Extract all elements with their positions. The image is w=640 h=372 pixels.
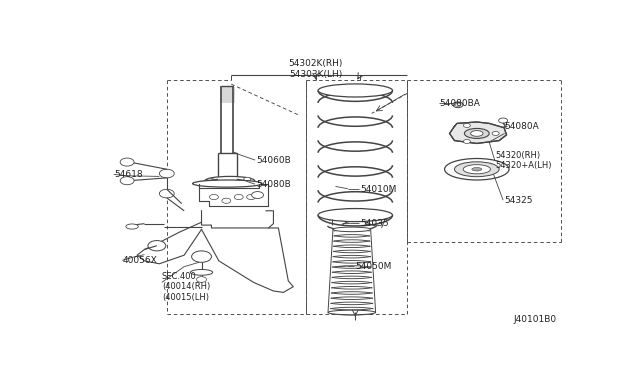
Text: 54320(RH)
54320+A(LH): 54320(RH) 54320+A(LH): [495, 151, 552, 170]
Ellipse shape: [318, 84, 392, 97]
Text: 54035: 54035: [360, 219, 389, 228]
Circle shape: [209, 195, 218, 200]
Circle shape: [120, 158, 134, 166]
Circle shape: [191, 251, 211, 262]
Circle shape: [252, 192, 264, 198]
Circle shape: [244, 177, 251, 181]
Text: 54325: 54325: [504, 196, 532, 205]
Ellipse shape: [333, 227, 371, 232]
Circle shape: [234, 195, 243, 200]
Circle shape: [246, 195, 255, 200]
Text: 40056X: 40056X: [122, 256, 157, 265]
Ellipse shape: [465, 128, 489, 138]
Circle shape: [463, 140, 470, 144]
Circle shape: [159, 169, 174, 178]
Circle shape: [196, 277, 207, 282]
Ellipse shape: [205, 176, 255, 185]
Circle shape: [159, 189, 174, 198]
Text: 54080BA: 54080BA: [440, 99, 481, 108]
Ellipse shape: [454, 162, 499, 177]
Circle shape: [455, 103, 461, 106]
Ellipse shape: [318, 209, 392, 222]
Ellipse shape: [470, 131, 483, 136]
Ellipse shape: [472, 167, 482, 171]
Ellipse shape: [328, 310, 376, 315]
Text: 54010M: 54010M: [360, 185, 397, 194]
Circle shape: [148, 241, 166, 251]
Text: 54050M: 54050M: [355, 262, 392, 271]
Circle shape: [453, 102, 463, 108]
Ellipse shape: [193, 180, 262, 187]
Text: 54618: 54618: [115, 170, 143, 179]
Ellipse shape: [190, 269, 212, 275]
Circle shape: [492, 131, 499, 135]
Ellipse shape: [463, 165, 490, 174]
Circle shape: [499, 118, 508, 123]
Text: 54302K(RH)
54303K(LH): 54302K(RH) 54303K(LH): [289, 59, 343, 79]
Circle shape: [120, 177, 134, 185]
Circle shape: [463, 124, 470, 128]
Text: 54060B: 54060B: [256, 156, 291, 165]
Text: 54080B: 54080B: [256, 180, 291, 189]
Ellipse shape: [126, 224, 138, 229]
Circle shape: [228, 181, 236, 186]
Text: SEC.400
(40014(RH)
(40015(LH): SEC.400 (40014(RH) (40015(LH): [162, 272, 210, 302]
Circle shape: [207, 179, 215, 183]
Text: 54080A: 54080A: [504, 122, 539, 131]
Circle shape: [222, 198, 231, 203]
Text: J40101B0: J40101B0: [513, 315, 556, 324]
Ellipse shape: [445, 158, 509, 180]
Polygon shape: [449, 122, 507, 144]
